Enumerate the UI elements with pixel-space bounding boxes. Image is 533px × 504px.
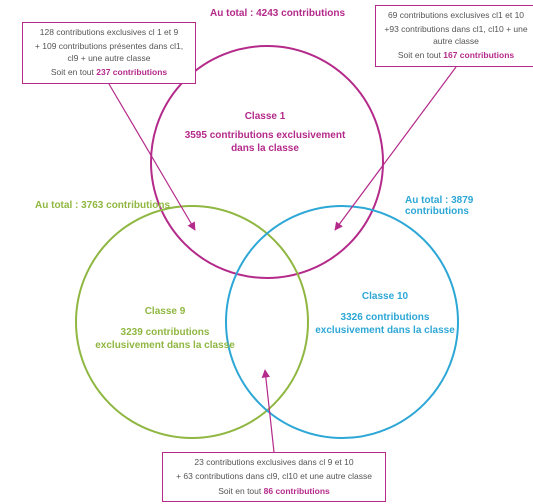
subtitle-class-10: 3326 contributions exclusivement dans la… — [305, 311, 465, 337]
subtitle-class-9: 3239 contributions exclusivement dans la… — [90, 326, 240, 352]
callout-cl1-cl10: 69 contributions exclusives cl1 et 10+93… — [375, 5, 533, 67]
title-class-10: Classe 10 — [305, 290, 465, 303]
label-class-1: Classe 1 3595 contributions exclusivemen… — [180, 110, 350, 155]
total-class-10: Au total : 3879 contributions — [405, 195, 533, 217]
subtitle-class-1: 3595 contributions exclusivement dans la… — [180, 129, 350, 155]
title-class-1: Classe 1 — [180, 110, 350, 123]
total-class-9: Au total : 3763 contributions — [35, 200, 170, 211]
venn-diagram: Au total : 4243 contributions Au total :… — [0, 0, 533, 504]
total-class-1: Au total : 4243 contributions — [210, 8, 345, 19]
callout-cl9-cl10: 23 contributions exclusives dans cl 9 et… — [162, 452, 386, 502]
label-class-9: Classe 9 3239 contributions exclusivemen… — [90, 305, 240, 352]
title-class-9: Classe 9 — [90, 305, 240, 318]
label-class-10: Classe 10 3326 contributions exclusiveme… — [305, 290, 465, 337]
callout-cl1-cl9: 128 contributions exclusives cl 1 et 9+ … — [22, 22, 196, 84]
